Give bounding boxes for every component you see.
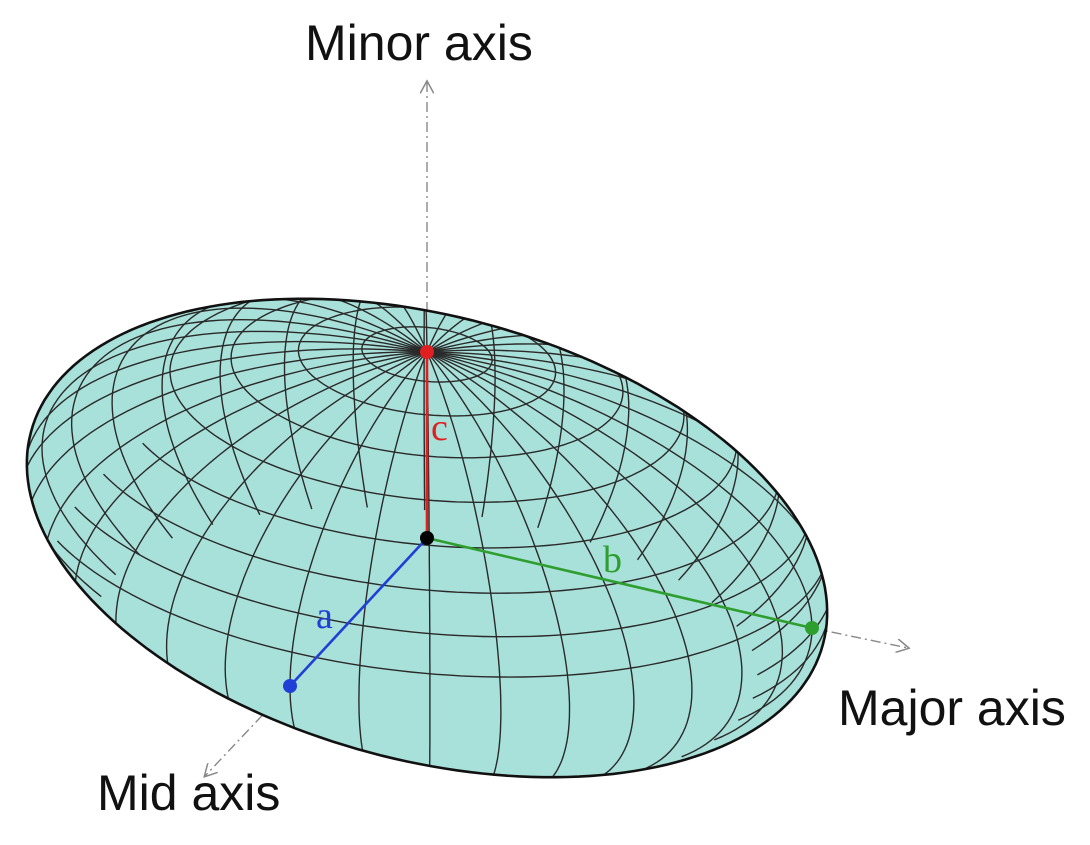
minor-axis-point	[420, 345, 434, 359]
semi-axis-b-line	[426, 536, 813, 630]
label-b: b	[603, 539, 622, 581]
meridian-line	[426, 351, 813, 721]
ellipsoid-outline	[25, 297, 829, 779]
meridian-line	[70, 318, 428, 556]
meridian-line	[426, 351, 635, 778]
major-axis-label: Major axis	[838, 680, 1066, 736]
meridian-line	[41, 330, 428, 576]
label-a: a	[316, 595, 333, 637]
semi-axis-a-line	[289, 537, 428, 687]
meridian-line	[426, 351, 784, 741]
meridian-line	[426, 351, 571, 778]
mid-axis-point	[283, 679, 297, 693]
meridian-line	[426, 351, 828, 699]
meridian-line	[426, 351, 693, 771]
meridian-line	[426, 351, 502, 778]
center-point	[420, 531, 434, 545]
meridian-line	[219, 298, 428, 516]
meridian-line	[161, 298, 428, 525]
mid-axis-label: Mid axis	[97, 765, 281, 821]
meridian-line	[426, 351, 743, 758]
meridian-line	[358, 351, 428, 778]
major-axis-line	[811, 627, 908, 648]
label-c: c	[431, 407, 448, 449]
meridian-line	[111, 307, 428, 539]
minor-axis-label: Minor axis	[305, 15, 533, 71]
major-axis-point	[805, 621, 819, 635]
